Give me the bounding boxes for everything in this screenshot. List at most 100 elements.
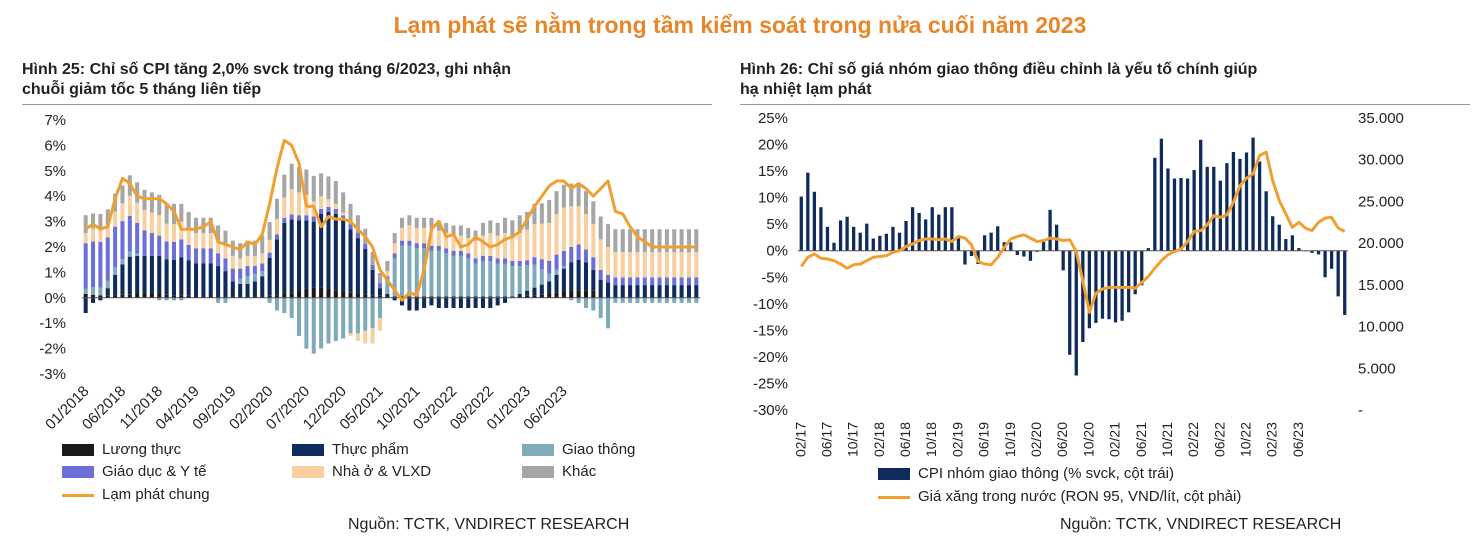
left-bar-segment-5 <box>407 225 412 241</box>
left-bar-segment-5 <box>635 252 640 278</box>
legend-label: Nhà ở & VLXD <box>332 463 432 480</box>
left-bar-segment-4 <box>414 243 419 249</box>
left-bar-segment-4 <box>289 214 294 220</box>
left-bar-segment-1 <box>532 295 537 298</box>
left-bar-segment-4 <box>238 268 243 279</box>
left-bar-segment-4 <box>377 283 382 289</box>
right-transport-cpi-chart: -30% -25% -20% -15% -10% -5% 0% 5% 10% 15% 20% 25% -… <box>753 110 1404 457</box>
left-bar-segment-2 <box>208 263 213 297</box>
left-bar-segment-2 <box>348 229 353 293</box>
left-bar-segment-5 <box>694 252 699 278</box>
left-bar-segment-1 <box>201 296 206 298</box>
left-bar-segment-3 <box>164 297 169 301</box>
left-bar-segment-3 <box>179 297 184 301</box>
right-transport-cpi-bar <box>930 207 934 251</box>
left-bar-segment-5 <box>458 235 463 251</box>
left-bar-segment-3 <box>547 273 552 282</box>
left-bar-segment-3 <box>532 264 537 288</box>
right-transport-cpi-bar <box>1153 157 1157 251</box>
left-bar-segment-1 <box>473 296 478 298</box>
left-bar-segment-2 <box>304 220 309 289</box>
left-bar-segment-5 <box>149 212 154 234</box>
left-bar-segment-2 <box>91 297 96 303</box>
left-bar-segment-4 <box>628 277 633 286</box>
right-transport-cpi-bar <box>1271 216 1275 251</box>
left-bar-segment-2 <box>532 287 537 296</box>
right-x-tick-label: 06/23 <box>1290 422 1306 457</box>
left-bar-segment-6 <box>289 163 294 190</box>
right-chart-title-line2: hạ nhiệt lạm phát <box>740 81 872 98</box>
left-bar-segment-1 <box>407 296 412 298</box>
left-bar-segment-1 <box>274 295 279 298</box>
left-bar-segment-1 <box>260 296 265 298</box>
left-bar-segment-2 <box>561 268 566 292</box>
left-bar-segment-6 <box>466 227 471 239</box>
left-bar-segment-6 <box>355 215 360 234</box>
left-bar-segment-6 <box>186 211 191 230</box>
left-bar-segment-4 <box>400 240 405 246</box>
left-y-tick-label: -2% <box>39 341 66 358</box>
left-bar-segment-6 <box>135 182 140 203</box>
left-bar-segment-4 <box>495 258 500 264</box>
left-bar-segment-5 <box>274 219 279 235</box>
left-bar-segment-5 <box>554 213 559 255</box>
left-bar-segment-1 <box>91 294 96 298</box>
left-bar-segment-4 <box>304 215 309 221</box>
left-bar-segment-2 <box>466 297 471 308</box>
left-bar-segment-1 <box>83 293 88 298</box>
left-bar-segment-4 <box>664 277 669 286</box>
left-bar-segment-4 <box>620 277 625 286</box>
left-bar-segment-4 <box>539 259 544 270</box>
left-bar-segment-6 <box>348 203 353 225</box>
left-bar-segment-2 <box>267 257 272 296</box>
left-bar-segment-1 <box>142 293 147 298</box>
right-transport-cpi-bar <box>950 207 954 251</box>
left-bar-segment-4 <box>488 255 493 261</box>
left-bar-segment-6 <box>319 173 324 197</box>
right-transport-cpi-bar <box>1015 250 1019 255</box>
left-bar-segment-4 <box>392 253 397 259</box>
left-bar-segment-6 <box>194 217 199 234</box>
right-y-left-tick-label: -25% <box>753 375 788 392</box>
left-bar-segment-4 <box>517 260 522 267</box>
right-y-left-tick-label: -5% <box>761 269 788 286</box>
left-chart-source: Nguồn: TCTK, VNDIRECT RESEARCH <box>348 516 630 533</box>
left-chart-title-line1: Hình 25: Chỉ số CPI tăng 2,0% svck trong… <box>22 61 511 78</box>
left-bar-segment-2 <box>539 284 544 295</box>
left-bar-segment-3 <box>319 297 324 349</box>
left-bar-segment-2 <box>113 274 118 296</box>
left-bar-segment-2 <box>576 259 581 291</box>
left-bar-segment-1 <box>392 296 397 298</box>
left-bar-segment-1 <box>297 291 302 298</box>
left-bar-segment-4 <box>569 247 574 263</box>
right-transport-cpi-bar <box>1212 166 1216 251</box>
legend-label: Giao thông <box>562 441 636 458</box>
left-bar-segment-3 <box>392 258 397 297</box>
right-transport-cpi-bar <box>878 235 882 251</box>
left-bar-segment-5 <box>252 255 257 267</box>
left-bar-segment-1 <box>238 296 243 298</box>
left-bar-segment-2 <box>149 255 154 294</box>
left-bar-segment-1 <box>583 290 588 298</box>
left-bar-segment-3 <box>223 297 228 303</box>
left-bar-segment-6 <box>179 203 184 222</box>
legend-label: Lương thực <box>102 441 182 458</box>
left-bar-segment-4 <box>355 233 360 239</box>
left-bar-segment-2 <box>377 288 382 296</box>
left-bar-segment-3 <box>355 297 360 334</box>
right-transport-cpi-bar <box>1251 137 1255 251</box>
left-bar-segment-3 <box>120 259 125 265</box>
left-bar-segment-3 <box>289 297 294 319</box>
left-bar-segment-4 <box>370 264 375 270</box>
right-chart-title: Hình 26: Chỉ số giá nhóm giao thông điều… <box>740 60 1470 105</box>
left-bar-segment-6 <box>216 225 221 241</box>
left-bar-segment-2 <box>260 276 265 297</box>
left-bar-segment-1 <box>157 293 162 298</box>
page-banner-title: Lạm phát sẽ nằm trong tầm kiểm soát tron… <box>393 12 1087 38</box>
right-transport-cpi-bar <box>1172 178 1177 251</box>
left-bar-segment-2 <box>252 281 257 297</box>
left-bar-segment-2 <box>503 297 508 303</box>
left-bar-segment-3 <box>620 297 625 303</box>
left-bar-segment-2 <box>142 255 147 294</box>
left-bar-segment-6 <box>370 252 375 265</box>
